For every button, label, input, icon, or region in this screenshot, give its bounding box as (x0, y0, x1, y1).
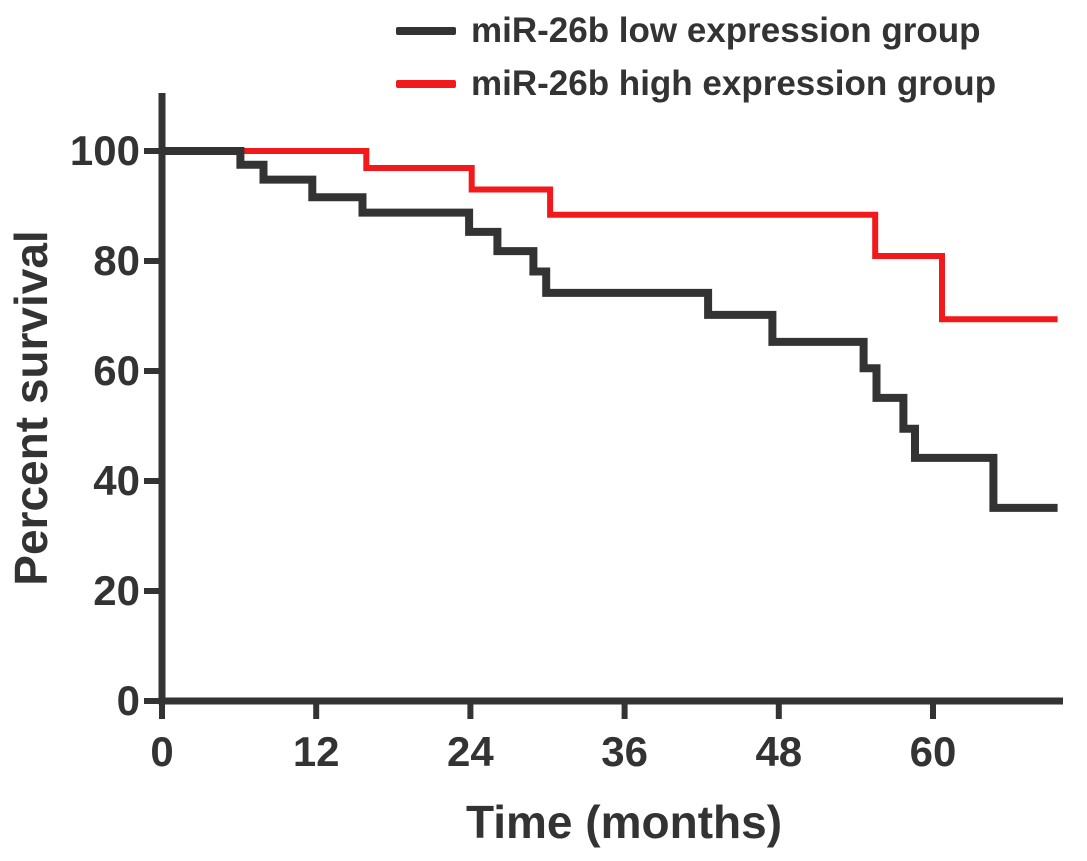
y-tick-label: 20 (93, 567, 140, 614)
x-tick-label: 36 (601, 728, 648, 775)
x-tick-label: 60 (909, 728, 957, 775)
x-axis-title: Time (months) (465, 796, 783, 848)
y-tick-label: 80 (93, 237, 140, 284)
series-curve-high (159, 148, 1058, 323)
y-tick-label: 0 (116, 677, 140, 724)
x-tick-label: 48 (755, 728, 803, 775)
legend-line-red-icon (396, 79, 456, 88)
legend-label-high-expression: miR-26b high expression group (471, 63, 997, 103)
y-tick-label: 100 (69, 127, 140, 174)
y-tick-label: 60 (93, 347, 140, 394)
series-curve-low (159, 147, 1058, 512)
legend-item-low-expression: miR-26b low expression group (396, 8, 996, 53)
legend: miR-26b low expression group miR-26b hig… (396, 8, 996, 114)
x-tick-label: 12 (292, 728, 340, 775)
legend-line-black-icon (396, 26, 456, 35)
y-tick-label: 40 (93, 457, 140, 504)
x-tick-label: 0 (150, 728, 174, 775)
y-axis-title: Percent survival (5, 230, 57, 586)
x-tick-label: 24 (447, 728, 494, 775)
legend-item-high-expression: miR-26b high expression group (396, 61, 996, 106)
legend-label-low-expression: miR-26b low expression group (471, 10, 981, 50)
